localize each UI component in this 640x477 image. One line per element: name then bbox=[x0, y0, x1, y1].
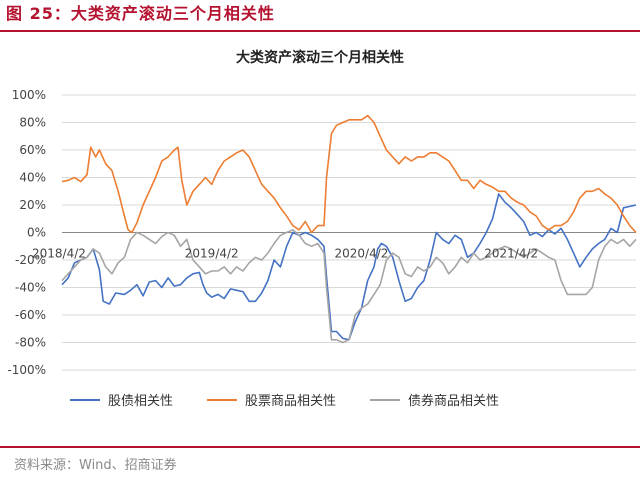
legend-item: 债券商品相关性 bbox=[370, 390, 499, 409]
title-divider bbox=[0, 30, 640, 32]
legend-swatch bbox=[370, 398, 401, 401]
legend-item: 股债相关性 bbox=[70, 390, 173, 409]
legend-item: 股票商品相关性 bbox=[207, 390, 336, 409]
y-tick-label: -20% bbox=[15, 253, 46, 267]
legend-swatch bbox=[70, 398, 100, 401]
series-line bbox=[61, 114, 637, 234]
chart-legend: 股债相关性 股票商品相关性 债券商品相关性 bbox=[70, 390, 499, 409]
legend-label: 股债相关性 bbox=[108, 394, 174, 409]
y-tick-label: 80% bbox=[19, 116, 46, 130]
x-tick-label: 2018/4/2 bbox=[32, 247, 86, 261]
series-line bbox=[61, 229, 637, 344]
y-tick-label: 40% bbox=[19, 171, 46, 185]
legend-label: 债券商品相关性 bbox=[408, 394, 500, 409]
y-tick-label: 20% bbox=[19, 198, 46, 212]
y-tick-label: 0% bbox=[27, 226, 46, 240]
chart-title: 大类资产滚动三个月相关性 bbox=[236, 50, 404, 66]
legend-swatch bbox=[207, 398, 238, 401]
figure-title: 图 25：大类资产滚动三个月相关性 bbox=[6, 4, 275, 23]
x-tick-label: 2021/4/2 bbox=[484, 247, 538, 261]
line-chart: 100% 80% 60% 40% 20% 0% -20% -40% -60% -80% -100% 2… bbox=[7, 88, 637, 377]
series-line bbox=[61, 193, 637, 341]
y-tick-label: -80% bbox=[15, 336, 46, 350]
footer-divider bbox=[0, 446, 640, 448]
chart-panel: 大类资产滚动三个月相关性 100% 80% 60% 40% 20% 0% -20% -40% -… bbox=[0, 33, 640, 425]
source-note: 资料来源：Wind、招商证券 bbox=[14, 458, 177, 473]
y-tick-label: -100% bbox=[7, 363, 46, 377]
x-tick-label: 2020/4/2 bbox=[335, 247, 389, 261]
y-tick-label: 60% bbox=[19, 143, 46, 157]
legend-label: 股票商品相关性 bbox=[245, 394, 337, 409]
x-tick-label: 2019/4/2 bbox=[185, 247, 239, 261]
y-tick-label: 100% bbox=[12, 88, 46, 102]
y-tick-label: -60% bbox=[15, 308, 46, 322]
y-tick-label: -40% bbox=[15, 281, 46, 295]
